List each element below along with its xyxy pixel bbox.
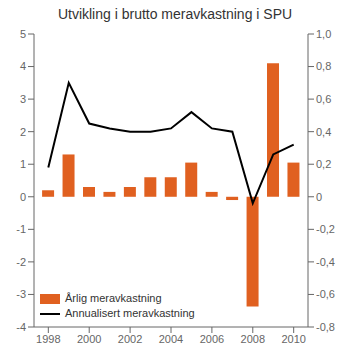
svg-text:-0,4: -0,4 [316, 256, 335, 268]
svg-text:0: 0 [316, 191, 322, 203]
svg-text:1,0: 1,0 [316, 28, 331, 40]
svg-text:-4: -4 [16, 321, 26, 333]
svg-text:0: 0 [20, 191, 26, 203]
svg-text:1998: 1998 [36, 333, 60, 345]
svg-text:2: 2 [20, 126, 26, 138]
svg-text:0,4: 0,4 [316, 126, 331, 138]
svg-text:-3: -3 [16, 288, 26, 300]
svg-text:2008: 2008 [241, 333, 265, 345]
svg-text:3: 3 [20, 93, 26, 105]
svg-text:2002: 2002 [118, 333, 142, 345]
html-text:Utvikling i brutto meravkastni: Utvikling i brutto meravkastning i SPU [57, 6, 293, 22]
html-text:Årlig meravkastning: Årlig meravkastning [65, 292, 162, 304]
svg-text:4: 4 [20, 60, 26, 72]
svg-text:5: 5 [20, 28, 26, 40]
svg-text:2004: 2004 [159, 333, 183, 345]
svg-text:1: 1 [20, 158, 26, 170]
svg-text:2006: 2006 [200, 333, 224, 345]
svg-text:2010: 2010 [281, 333, 305, 345]
svg-text:-1: -1 [16, 223, 26, 235]
svg-text:-0,6: -0,6 [316, 288, 335, 300]
svg-text:-2: -2 [16, 256, 26, 268]
svg-text:-0,8: -0,8 [316, 321, 335, 333]
svg-text:0,2: 0,2 [316, 158, 331, 170]
svg-text:0,6: 0,6 [316, 93, 331, 105]
svg-text:0,8: 0,8 [316, 60, 331, 72]
html-text:Annualisert meravkastning: Annualisert meravkastning [65, 307, 195, 319]
svg-text:2000: 2000 [77, 333, 101, 345]
svg-text:-0,2: -0,2 [316, 223, 335, 235]
